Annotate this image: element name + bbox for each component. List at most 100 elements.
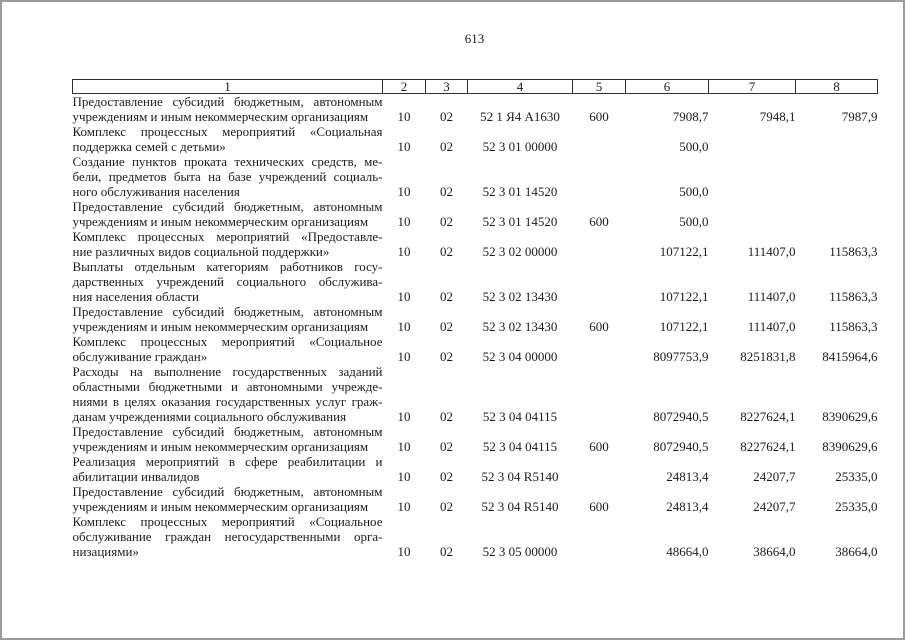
row-name-line: дарственных учреждений социального обслу… [72, 274, 383, 289]
row-name-line: Предоставление субсидий бюджетным, автон… [72, 94, 383, 109]
row-name-line: поддержка семей с детьми» [72, 139, 226, 154]
table-row: Предоставление субсидий бюджетным, автон… [73, 484, 878, 514]
row-name-cell: Расходы на выполнение государственных за… [73, 364, 383, 424]
row-cell-c7 [709, 154, 796, 199]
row-name-cell: Комплекс процессных мероприятий «Предост… [73, 229, 383, 259]
row-cell-c2: 10 [397, 184, 411, 199]
row-cell-c6: 7908,7 [672, 109, 709, 124]
row-name-line: Создание пунктов проката технических сре… [72, 154, 383, 169]
row-name-line: обслуживание граждан негосударственными … [72, 529, 383, 544]
table-row: Предоставление субсидий бюджетным, автон… [73, 424, 878, 454]
row-cell-c4: 52 3 01 14520 [482, 214, 558, 229]
row-cell-c4: 52 3 01 00000 [482, 139, 558, 154]
column-header-4: 4 [467, 79, 573, 94]
row-cell-c5 [573, 259, 626, 304]
row-cell-c5 [573, 454, 626, 484]
table-row: Комплекс процессных мероприятий «Социаль… [73, 124, 878, 154]
row-cell-c5: 600 [589, 439, 609, 454]
column-header-1: 1 [72, 79, 383, 94]
row-cell-c2: 10 [397, 439, 411, 454]
row-name-line: Выплаты отдельным категориям работников … [72, 259, 383, 274]
row-name-line: Комплекс процессных мероприятий «Социаль… [72, 334, 383, 349]
row-cell-c8: 7987,9 [841, 109, 878, 124]
row-cell-c2: 10 [397, 214, 411, 229]
column-header-7: 7 [708, 79, 796, 94]
row-cell-c7: 111407,0 [747, 319, 796, 334]
row-cell-c5 [573, 124, 626, 154]
row-cell-c8: 25335,0 [835, 499, 878, 514]
row-cell-c7: 111407,0 [747, 289, 796, 304]
row-cell-c2: 10 [397, 499, 411, 514]
row-cell-c6: 500,0 [679, 184, 709, 199]
table-row: Предоставление субсидий бюджетным, автон… [73, 304, 878, 334]
row-cell-c4: 52 3 04 04115 [482, 439, 558, 454]
row-cell-c7: 111407,0 [747, 244, 796, 259]
row-cell-c5 [573, 334, 626, 364]
row-cell-c2: 10 [397, 139, 411, 154]
row-cell-c6: 24813,4 [666, 499, 709, 514]
row-name-line: низациями» [72, 544, 139, 559]
row-cell-c5: 600 [589, 319, 609, 334]
row-cell-c7: 8227624,1 [740, 439, 796, 454]
row-name-line: ниями в целях оказания государственных у… [72, 394, 383, 409]
table-row: Расходы на выполнение государственных за… [73, 364, 878, 424]
row-name-cell: Комплекс процессных мероприятий «Социаль… [73, 514, 383, 559]
row-name-cell: Предоставление субсидий бюджетным, автон… [73, 199, 383, 229]
row-cell-c4: 52 3 02 13430 [482, 289, 558, 304]
row-cell-c6: 8072940,5 [653, 409, 709, 424]
row-cell-c6: 48664,0 [666, 544, 709, 559]
row-cell-c7: 24207,7 [753, 499, 796, 514]
row-cell-c2: 10 [397, 409, 411, 424]
row-cell-c7 [709, 199, 796, 229]
row-name-cell: Предоставление субсидий бюджетным, автон… [73, 484, 383, 514]
column-header-3: 3 [425, 79, 468, 94]
row-name-line: учреждениям и иным некоммерческим органи… [72, 214, 369, 229]
row-cell-c5: 600 [589, 499, 609, 514]
row-cell-c3: 02 [440, 184, 453, 199]
row-cell-c5 [573, 364, 626, 424]
row-cell-c7: 7948,1 [759, 109, 796, 124]
row-name-line: Реализация мероприятий в сфере реабилита… [72, 454, 383, 469]
row-cell-c6: 107122,1 [659, 244, 709, 259]
row-cell-c6: 24813,4 [666, 469, 709, 484]
row-name-line: Предоставление субсидий бюджетным, автон… [72, 484, 383, 499]
row-cell-c3: 02 [440, 349, 453, 364]
column-header-8: 8 [795, 79, 878, 94]
row-cell-c2: 10 [397, 109, 411, 124]
column-header-2: 2 [382, 79, 426, 94]
row-cell-c2: 10 [397, 244, 411, 259]
table-row: Комплекс процессных мероприятий «Социаль… [73, 514, 878, 559]
row-cell-c3: 02 [440, 319, 453, 334]
row-name-cell: Предоставление субсидий бюджетным, автон… [72, 94, 383, 124]
row-cell-c3: 02 [440, 544, 453, 559]
column-header-6: 6 [625, 79, 709, 94]
row-name-line: Предоставление субсидий бюджетным, автон… [72, 199, 383, 214]
row-cell-c3: 02 [440, 214, 453, 229]
row-cell-c5 [573, 514, 626, 559]
row-cell-c4: 52 3 04 04115 [482, 409, 558, 424]
row-cell-c4: 52 1 Я4 А1630 [480, 109, 560, 124]
row-name-line: учреждениям и иным некоммерческим органи… [72, 319, 369, 334]
table-row: Реализация мероприятий в сфере реабилита… [73, 454, 878, 484]
row-cell-c8: 8390629,6 [822, 409, 878, 424]
row-name-line: областными бюджетными и автономными учре… [72, 379, 383, 394]
table-row: Выплаты отдельным категориям работников … [73, 259, 878, 304]
row-name-line: Предоставление субсидий бюджетным, автон… [72, 304, 383, 319]
page-number: 613 [464, 31, 485, 46]
row-cell-c8 [796, 124, 878, 154]
row-cell-c8: 115863,3 [829, 289, 878, 304]
row-cell-c3: 02 [440, 109, 453, 124]
row-cell-c5 [573, 229, 626, 259]
row-cell-c7: 8227624,1 [740, 409, 796, 424]
row-cell-c6: 500,0 [679, 139, 709, 154]
row-cell-c8: 115863,3 [829, 244, 878, 259]
row-cell-c4: 52 3 04 R5140 [481, 499, 559, 514]
row-name-line: Комплекс процессных мероприятий «Социаль… [72, 514, 383, 529]
row-cell-c4: 52 3 01 14520 [482, 184, 558, 199]
row-name-cell: Предоставление субсидий бюджетным, автон… [73, 304, 383, 334]
row-name-line: Расходы на выполнение государственных за… [72, 364, 383, 379]
row-name-line: обслуживание граждан» [72, 349, 208, 364]
row-cell-c8 [796, 154, 878, 199]
row-name-line: абилитации инвалидов [72, 469, 200, 484]
